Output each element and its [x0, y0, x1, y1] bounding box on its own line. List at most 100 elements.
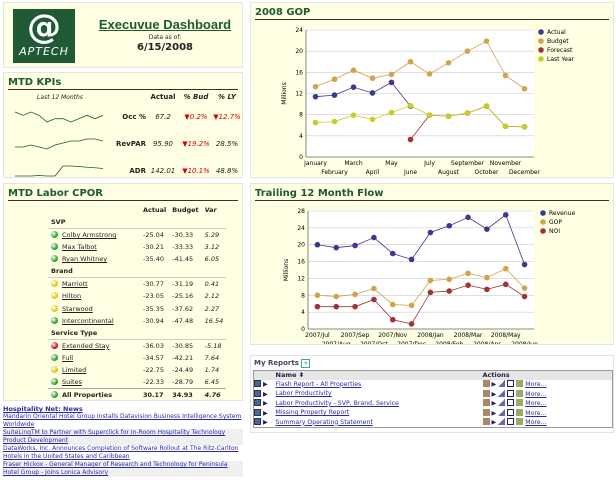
data-point [331, 76, 338, 83]
budget: -31.19 [172, 280, 194, 289]
news-item-link[interactable]: Fraser Hickox - General Manager of Resea… [3, 461, 243, 477]
more-link[interactable]: More... [525, 390, 547, 398]
more-link[interactable]: More... [525, 400, 547, 408]
run-arrow-icon[interactable]: ▶ [263, 409, 268, 417]
col-actual: Actual [143, 206, 167, 215]
data-point [465, 282, 471, 288]
export-icon[interactable] [516, 389, 524, 397]
data-point [464, 110, 471, 116]
expand-icon[interactable]: + [301, 359, 311, 368]
export-icon[interactable] [516, 408, 524, 416]
data-point [389, 250, 396, 257]
x-tick-label: November [490, 160, 522, 167]
budget: -42.21 [172, 353, 194, 362]
data-point [312, 93, 319, 100]
schedule-icon[interactable] [482, 408, 490, 416]
export-icon[interactable] [516, 399, 524, 407]
chart-icon[interactable] [498, 389, 506, 397]
run-icon[interactable]: ▶ [491, 390, 497, 398]
row-link[interactable]: Intercontinental [62, 316, 114, 325]
chart-icon[interactable] [498, 418, 506, 425]
sort-icon[interactable]: ⬍ [298, 371, 305, 380]
run-icon[interactable]: ▶ [491, 381, 497, 389]
kpi-actual: 142.01 [150, 166, 176, 175]
more-link[interactable]: More... [525, 419, 547, 426]
run-arrow-icon[interactable]: ▶ [263, 400, 268, 408]
run-icon[interactable]: ▶ [491, 409, 497, 417]
run-icon[interactable]: ▶ [491, 400, 497, 408]
export-icon[interactable] [516, 380, 524, 388]
row-link[interactable]: Extended Stay [62, 341, 110, 350]
news-item-link[interactable]: Mandarin Oriental Hotel Group Installs D… [3, 413, 243, 429]
row-link[interactable]: Max Talbot [62, 243, 97, 252]
row-link[interactable]: Starwood [62, 304, 93, 313]
run-arrow-icon[interactable]: ▶ [263, 419, 268, 426]
var: 7.64 [204, 353, 220, 362]
labor-row: Max Talbot -30.21 -33.33 3.12 [48, 241, 226, 253]
data-point [464, 48, 471, 54]
grid-icon[interactable] [507, 389, 515, 397]
kpi-pct-ly: 28.5% [215, 139, 239, 148]
labor-row: Colby Armstrong -25.04 -30.33 5.29 [48, 229, 226, 241]
row-link[interactable]: Full [62, 353, 74, 362]
news-feed: Hospitality Net: News Mandarin Oriental … [3, 405, 243, 477]
grid-icon[interactable] [507, 399, 515, 407]
data-point [371, 234, 377, 241]
grid-icon[interactable] [507, 418, 515, 425]
news-title-link[interactable]: Hospitality Net: News [3, 405, 83, 413]
legend-label: Last Year [547, 56, 575, 63]
actual: -36.03 [143, 341, 164, 350]
x-tick-label: 2007/Oct [360, 341, 388, 345]
data-point [484, 274, 490, 281]
data-point [314, 303, 321, 310]
run-icon[interactable]: ▶ [491, 419, 497, 426]
chart-icon[interactable] [498, 380, 506, 388]
data-point [407, 102, 414, 109]
more-link[interactable]: More... [525, 409, 547, 417]
export-icon[interactable] [516, 418, 524, 425]
data-point [408, 302, 415, 309]
report-link[interactable]: Labor Productivity - SVP, Brand, Service [275, 399, 399, 407]
col-name[interactable]: Name [275, 371, 297, 380]
data-point [427, 229, 434, 236]
more-link[interactable]: More... [525, 381, 547, 389]
y-tick-label: 28 [297, 208, 305, 215]
chart-icon[interactable] [498, 408, 506, 416]
grid-icon[interactable] [507, 380, 515, 388]
row-link[interactable]: Marriott [62, 280, 88, 289]
var: 4.76 [204, 390, 221, 399]
chart-icon[interactable] [498, 399, 506, 407]
report-link[interactable]: Flash Report - All Properties [275, 380, 362, 388]
y-tick-label: 12 [297, 275, 305, 282]
legend-label: Revenue [549, 210, 575, 217]
row-link[interactable]: Limited [62, 366, 87, 374]
schedule-icon[interactable] [482, 399, 490, 407]
col-var: Var [204, 206, 217, 215]
run-arrow-icon[interactable]: ▶ [263, 381, 268, 389]
kpi-name: Occ % [122, 112, 146, 121]
row-link[interactable]: Hilton [62, 292, 82, 301]
col-bud: % Bud [183, 93, 209, 101]
data-point [521, 293, 528, 300]
data-point [369, 116, 376, 123]
report-link[interactable]: Missing Property Report [275, 409, 350, 417]
report-link[interactable]: Summary Operating Statement [275, 418, 373, 426]
schedule-icon[interactable] [482, 389, 490, 397]
schedule-icon[interactable] [482, 418, 490, 425]
status-yellow-icon [51, 280, 58, 288]
grid-icon[interactable] [507, 408, 515, 416]
row-link[interactable]: Suites [62, 378, 82, 387]
labor-title: MTD Labor CPOR [8, 188, 238, 201]
schedule-icon[interactable] [482, 380, 490, 388]
budget: 34.93 [172, 390, 193, 399]
row-link[interactable]: Colby Armstrong [62, 230, 117, 239]
news-item-link[interactable]: SuiteLinqTM to Partner with Superclick f… [3, 429, 243, 445]
kpi-actual: 67.2 [155, 112, 171, 121]
data-point [350, 84, 357, 90]
row-link[interactable]: Ryan Whitney [62, 255, 108, 264]
data-point [388, 79, 395, 86]
series-line-last-year [315, 105, 525, 128]
run-arrow-icon[interactable]: ▶ [263, 390, 268, 398]
news-item-link[interactable]: DataWorks, Inc. Announces Completion of … [3, 445, 243, 461]
report-link[interactable]: Labor Productivity [275, 390, 332, 398]
